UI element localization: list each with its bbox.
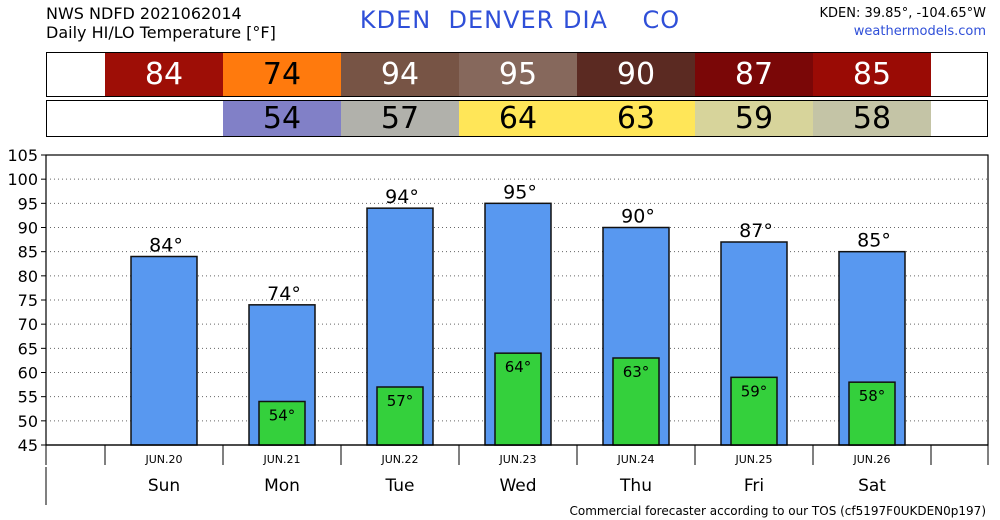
- y-tick-label: 95: [18, 194, 38, 213]
- y-tick-label: 60: [18, 364, 38, 383]
- day-label: Fri: [744, 476, 764, 496]
- lo-temp-cell: 54: [223, 101, 341, 136]
- y-tick-label: 90: [18, 219, 38, 238]
- y-tick-label: 50: [18, 412, 38, 431]
- low-temp-bar: [258, 400, 306, 446]
- lo-temp-cell: 59: [695, 101, 813, 136]
- y-tick-label: 80: [18, 267, 38, 286]
- high-temp-label: 85°: [857, 230, 891, 252]
- lo-temp-cell: 58: [813, 101, 931, 136]
- hi-temp-cell: 87: [695, 53, 813, 96]
- low-temp-label: 57°: [387, 392, 414, 410]
- lo-temp-cell: 63: [577, 101, 695, 136]
- low-temp-label: 63°: [623, 363, 650, 381]
- date-label: JUN.24: [616, 453, 654, 466]
- hi-temp-cell: 84: [105, 53, 223, 96]
- high-temp-label: 84°: [149, 235, 183, 257]
- low-temp-label: 64°: [505, 358, 532, 376]
- footer-note: Commercial forecaster according to our T…: [569, 504, 986, 518]
- station-title: KDEN DENVER DIA CO: [359, 6, 681, 34]
- low-temp-bar: [848, 381, 896, 446]
- chart-subtitle: Daily HI/LO Temperature [°F]: [46, 23, 276, 42]
- y-tick-label: 100: [7, 170, 38, 189]
- y-tick-label: 55: [18, 388, 38, 407]
- high-temp-strip: 84 74 94 95 90 87 85: [46, 52, 988, 97]
- header-info: NWS NDFD 2021062014 Daily HI/LO Temperat…: [46, 4, 276, 42]
- day-label: Sun: [148, 476, 180, 496]
- station-coords: KDEN: 39.85°, -104.65°W: [819, 6, 987, 21]
- hi-temp-cell: 95: [459, 53, 577, 96]
- hi-temp-cell: 85: [813, 53, 931, 96]
- day-label: Wed: [499, 476, 536, 496]
- date-label: JUN.25: [734, 453, 772, 466]
- date-label: JUN.22: [380, 453, 418, 466]
- day-label: Thu: [619, 476, 652, 496]
- date-label: JUN.26: [852, 453, 890, 466]
- low-temp-bar: [730, 376, 778, 446]
- hi-temp-cell: 94: [341, 53, 459, 96]
- low-temp-label: 58°: [859, 387, 886, 405]
- high-temp-label: 74°: [267, 283, 301, 305]
- high-temp-label: 94°: [385, 186, 419, 208]
- low-temp-bar: [612, 357, 660, 446]
- low-temp-bar: [494, 352, 542, 446]
- hi-temp-cell: 74: [223, 53, 341, 96]
- site-link[interactable]: weathermodels.com: [853, 24, 986, 39]
- high-temp-label: 90°: [621, 206, 655, 228]
- day-label: Tue: [384, 476, 414, 496]
- day-label: Mon: [264, 476, 300, 496]
- lo-temp-cell: 57: [341, 101, 459, 136]
- day-label: Sat: [858, 476, 886, 496]
- y-tick-label: 45: [18, 436, 38, 455]
- high-temp-label: 95°: [503, 181, 537, 203]
- model-run-label: NWS NDFD 2021062014: [46, 4, 242, 23]
- low-temp-label: 54°: [269, 407, 296, 425]
- low-temp-label: 59°: [741, 382, 768, 400]
- high-temp-label: 87°: [739, 220, 773, 242]
- lo-temp-cell: 64: [459, 101, 577, 136]
- hi-temp-cell: 90: [577, 53, 695, 96]
- y-tick-label: 70: [18, 315, 38, 334]
- y-tick-label: 75: [18, 291, 38, 310]
- date-label: JUN.20: [144, 453, 182, 466]
- low-temp-bar: [376, 386, 424, 446]
- date-label: JUN.21: [262, 453, 300, 466]
- lo-temp-cell: [105, 101, 223, 136]
- y-tick-label: 105: [7, 146, 38, 165]
- high-temp-bar: [130, 255, 198, 446]
- header-right: KDEN: 39.85°, -104.65°W weathermodels.co…: [820, 5, 987, 41]
- y-tick-label: 85: [18, 243, 38, 262]
- low-temp-strip: 54 57 64 63 59 58: [46, 100, 988, 137]
- y-tick-label: 65: [18, 339, 38, 358]
- date-label: JUN.23: [498, 453, 536, 466]
